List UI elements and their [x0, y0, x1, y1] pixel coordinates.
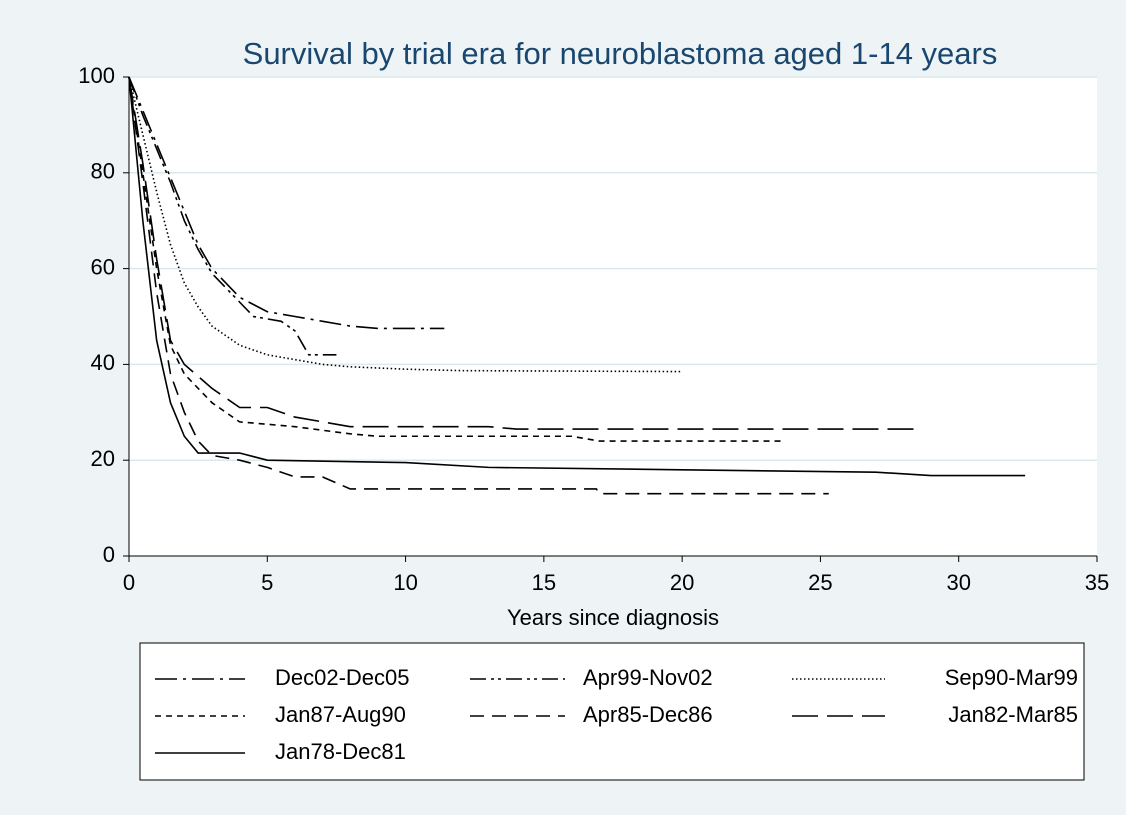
y-tick-label: 60	[91, 254, 115, 279]
legend-box	[139, 642, 1085, 781]
chart-title: Survival by trial era for neuroblastoma …	[243, 36, 998, 71]
legend-label: Apr85-Dec86	[583, 702, 713, 727]
legend-label: Jan78-Dec81	[275, 739, 406, 764]
legend-label: Jan82-Mar85	[948, 702, 1078, 727]
survival-line	[128, 76, 1026, 477]
legend-label: Apr99-Nov02	[583, 665, 713, 690]
x-tick-label: 30	[946, 570, 970, 595]
x-axis-label: Years since diagnosis	[507, 605, 719, 630]
survival-line	[128, 76, 782, 442]
legend-label: Jan87-Aug90	[275, 702, 406, 727]
x-tick-label: 15	[532, 570, 556, 595]
y-tick-label: 40	[91, 350, 115, 375]
plot-area	[129, 77, 1097, 556]
survival-line	[128, 76, 920, 430]
y-tick-label: 80	[91, 159, 115, 184]
survival-line	[128, 76, 683, 373]
survival-line	[128, 76, 829, 495]
x-tick-label: 25	[808, 570, 832, 595]
x-tick-label: 10	[393, 570, 417, 595]
x-tick-label: 5	[261, 570, 273, 595]
legend-label: Sep90-Mar99	[945, 665, 1078, 690]
y-tick-label: 100	[78, 63, 115, 88]
survival-line	[128, 76, 337, 356]
y-tick-label: 20	[91, 446, 115, 471]
survival-line	[128, 76, 445, 330]
x-tick-label: 20	[670, 570, 694, 595]
x-tick-label: 0	[123, 570, 135, 595]
y-tick-label: 0	[103, 542, 115, 567]
legend-label: Dec02-Dec05	[275, 665, 410, 690]
x-tick-label: 35	[1085, 570, 1109, 595]
